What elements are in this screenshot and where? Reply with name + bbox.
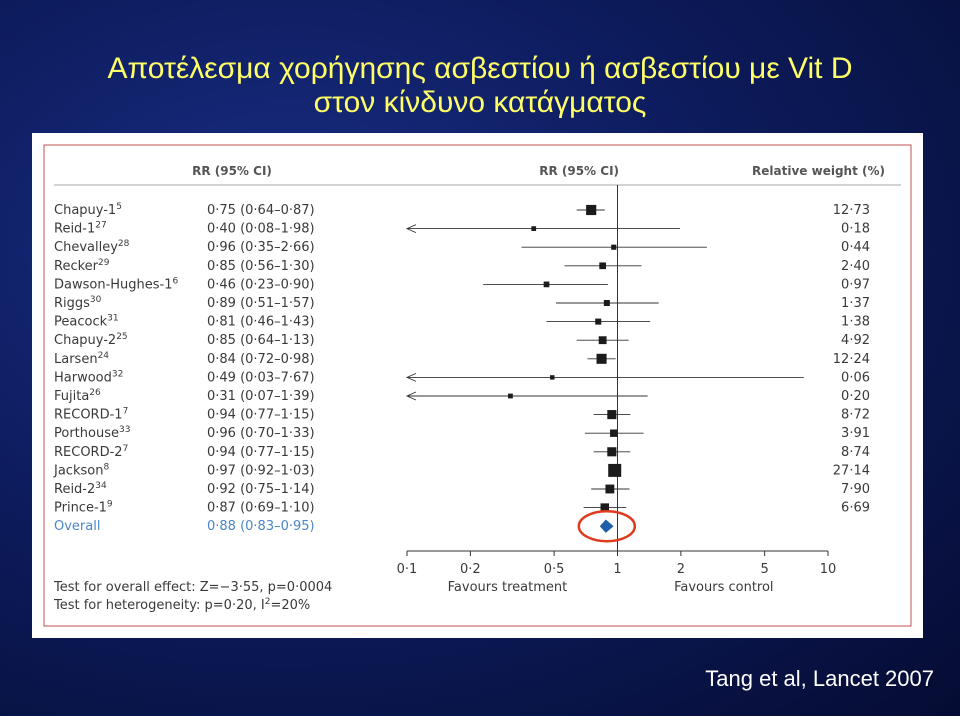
study-label-riggs: Riggs30 (54, 295, 102, 311)
study-label-record-2: RECORD-27 (54, 444, 128, 460)
study-ci-harwood: 0·49 (0·03–7·67) (207, 370, 315, 385)
header-rr-plot: RR (95% CI) (539, 164, 619, 178)
study-weight-reid-1: 0·18 (841, 222, 870, 237)
study-ci-record-1: 0·94 (0·77–1·15) (207, 408, 315, 423)
study-label-reid-1: Reid-127 (54, 221, 107, 237)
study-label-larsen: Larsen24 (54, 351, 109, 367)
study-ci-chapuy-2: 0·85 (0·64–1·13) (207, 333, 315, 348)
point-box-recker (599, 262, 606, 270)
point-box-dawson-hughes-1 (543, 281, 550, 288)
title-line-1: Αποτέλεσμα χορήγησης ασβεστίου ή ασβεστί… (107, 52, 853, 85)
study-label-recker: Recker29 (54, 258, 110, 274)
x-tick-label-6: 10 (820, 562, 837, 577)
favours-control: Favours control (674, 580, 773, 595)
study-label-fujita: Fujita26 (54, 388, 101, 404)
study-ci-prince-1: 0·87 (0·69–1·10) (207, 501, 315, 516)
overall-diamond (599, 519, 614, 533)
study-weight-chapuy-1: 12·73 (833, 203, 870, 218)
study-weight-harwood: 0·06 (841, 370, 870, 385)
study-weight-chapuy-2: 4·92 (841, 333, 870, 348)
ci-arrow-fujita (405, 391, 417, 401)
x-tick-label-0: 0·1 (397, 562, 418, 577)
study-weight-peacock: 1·38 (841, 315, 870, 330)
point-box-peacock (595, 318, 602, 325)
study-weight-porthouse: 3·91 (841, 426, 870, 441)
header-rr-text: RR (95% CI) (192, 164, 272, 178)
study-ci-porthouse: 0·96 (0·70–1·33) (207, 426, 315, 441)
overall-label: Overall (54, 519, 100, 534)
overall-ci: 0·88 (0·83–0·95) (207, 519, 315, 534)
header-weight: Relative weight (%) (752, 164, 885, 178)
study-label-dawson-hughes-1: Dawson-Hughes-16 (54, 276, 179, 292)
study-label-reid-2: Reid-234 (54, 481, 107, 497)
panel-border (43, 144, 912, 627)
x-tick-label-1: 0·2 (460, 562, 481, 577)
study-label-chevalley: Chevalley28 (54, 239, 130, 255)
point-box-prince-1 (600, 503, 610, 512)
study-weight-riggs: 1·37 (841, 296, 870, 311)
study-weight-fujita: 0·20 (841, 389, 870, 404)
point-box-chapuy-2 (598, 336, 607, 345)
forest-plot-panel: RR (95% CI) RR (95% CI) Relative weight (%… (32, 133, 923, 638)
study-ci-dawson-hughes-1: 0·46 (0·23–0·90) (207, 277, 315, 292)
point-box-larsen (596, 353, 607, 364)
study-weight-prince-1: 6·69 (841, 501, 870, 516)
study-label-peacock: Peacock31 (54, 314, 119, 330)
study-weight-dawson-hughes-1: 0·97 (841, 277, 870, 292)
study-label-record-1: RECORD-17 (54, 407, 128, 423)
point-box-record-1 (607, 410, 617, 420)
study-label-harwood: Harwood32 (54, 369, 123, 385)
ci-arrow-reid-1 (405, 224, 417, 234)
study-ci-record-2: 0·94 (0·77–1·15) (207, 445, 315, 460)
study-weight-record-1: 8·72 (841, 408, 870, 423)
study-ci-reid-2: 0·92 (0·75–1·14) (207, 482, 315, 497)
study-ci-larsen: 0·84 (0·72–0·98) (207, 352, 315, 367)
title-line-2: στον κίνδυνο κατάγματος (313, 86, 647, 119)
point-box-record-2 (607, 447, 617, 457)
study-ci-chevalley: 0·96 (0·35–2·66) (207, 240, 315, 255)
citation: Tang et al, Lancet 2007 (705, 666, 934, 691)
point-box-porthouse (610, 429, 618, 437)
favours-treatment: Favours treatment (448, 580, 568, 595)
ci-arrow-harwood (405, 372, 417, 382)
point-box-reid-1 (531, 226, 537, 231)
study-ci-reid-1: 0·40 (0·08–1·98) (207, 222, 315, 237)
footnote-heterogeneity: Test for heterogeneity: p=0·20, I2=20% (53, 597, 310, 613)
study-weight-reid-2: 7·90 (841, 482, 870, 497)
point-box-harwood (550, 375, 555, 380)
point-box-chapuy-1 (586, 204, 597, 216)
study-label-jackson: Jackson8 (53, 462, 109, 478)
x-tick-label-4: 2 (677, 562, 685, 577)
slide-title: Αποτέλεσμα χορήγησης ασβεστίου ή ασβεστί… (0, 52, 960, 120)
study-ci-chapuy-1: 0·75 (0·64–0·87) (207, 203, 315, 218)
highlight-circle (577, 509, 637, 543)
study-weight-chevalley: 0·44 (841, 240, 870, 255)
study-label-porthouse: Porthouse33 (54, 425, 130, 441)
point-box-fujita (508, 393, 513, 399)
study-weight-recker: 2·40 (841, 259, 870, 274)
point-box-riggs (603, 299, 610, 307)
study-label-prince-1: Prince-19 (54, 500, 113, 516)
footnote-overall-effect: Test for overall effect: Z=−3·55, p=0·00… (53, 580, 332, 595)
point-box-chevalley (611, 244, 617, 250)
point-box-reid-2 (605, 484, 615, 494)
point-box-jackson (608, 463, 622, 477)
study-ci-jackson: 0·97 (0·92–1·03) (207, 463, 315, 478)
x-tick-label-2: 0·5 (544, 562, 565, 577)
study-ci-riggs: 0·89 (0·51–1·57) (207, 296, 315, 311)
study-weight-larsen: 12·24 (833, 352, 870, 367)
x-tick-label-3: 1 (613, 562, 621, 577)
x-tick-label-5: 5 (760, 562, 768, 577)
study-weight-jackson: 27·14 (833, 463, 870, 478)
study-weight-record-2: 8·74 (841, 445, 870, 460)
study-ci-peacock: 0·81 (0·46–1·43) (207, 315, 315, 330)
study-label-chapuy-2: Chapuy-225 (54, 332, 128, 348)
forest-plot: RR (95% CI) RR (95% CI) Relative weight (%… (43, 144, 912, 627)
study-ci-fujita: 0·31 (0·07–1·39) (207, 389, 315, 404)
study-ci-recker: 0·85 (0·56–1·30) (207, 259, 315, 274)
study-label-chapuy-1: Chapuy-15 (54, 202, 122, 218)
